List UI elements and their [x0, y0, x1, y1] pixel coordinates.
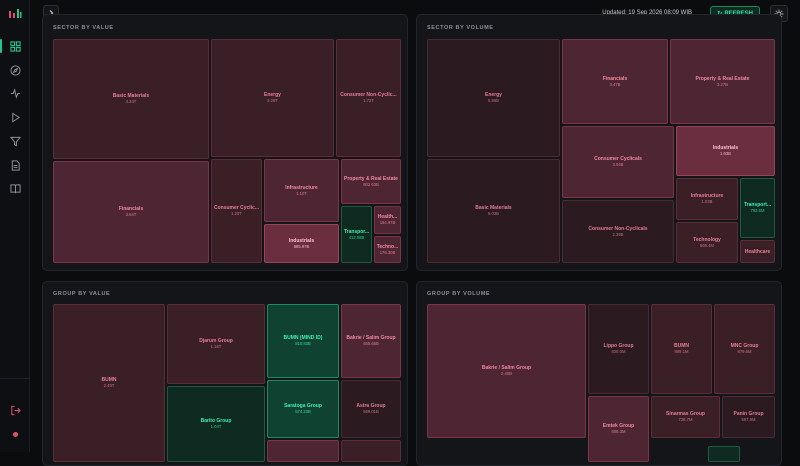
- tile-healthcare[interactable]: Healthcare: [740, 240, 775, 263]
- tile-infrastructure[interactable]: Infrastructure 1.03B: [676, 178, 738, 220]
- tile-healthcare[interactable]: Health... 164.97B: [374, 206, 401, 234]
- nav-explore[interactable]: [0, 59, 30, 81]
- sector-value-treemap: Basic Materials 4.24T Energy 3.29T Consume…: [52, 38, 402, 264]
- tile-lippo-group[interactable]: Lippo Group 828.0M: [588, 304, 649, 394]
- tile-financials[interactable]: Financials 3.54T: [53, 161, 209, 263]
- tile-barito-group[interactable]: Barito Group 1.04T: [167, 386, 265, 462]
- group-value-panel: GROUP BY VALUE BUMN 2.45T Djarum Group 1.1…: [42, 281, 408, 466]
- tile-consumer-cyclicals[interactable]: Consumer Cyclic... 1.20T: [211, 159, 262, 263]
- status-dot: [13, 432, 18, 437]
- nav-dashboard[interactable]: [0, 35, 30, 57]
- compass-icon: [9, 64, 21, 76]
- refresh-label: REFRESH: [724, 11, 753, 17]
- tile-industrials[interactable]: Industrials 685.97B: [264, 224, 339, 263]
- sidebar: [0, 0, 30, 452]
- tile-transportation[interactable]: Transpor... 412.08B: [341, 206, 372, 263]
- tile-saratoga-group[interactable]: Saratoga Group 574.23B: [267, 380, 339, 438]
- tile-mnc-group[interactable]: MNC Group 879.6M: [714, 304, 775, 394]
- logo-icon[interactable]: [8, 8, 22, 20]
- tile-group-unlabeled-2[interactable]: [341, 440, 401, 462]
- tile-sinarmas-group[interactable]: Sinarmas Group 728.7M: [651, 396, 720, 438]
- tile-financials[interactable]: Financials 3.47B: [562, 39, 668, 124]
- tile-energy[interactable]: Energy 3.29T: [211, 39, 334, 157]
- nav-book[interactable]: [0, 177, 30, 199]
- tile-bakrie-salim-group[interactable]: Bakrie / Salim Group 655.66B: [341, 304, 401, 378]
- tile-infrastructure[interactable]: Infrastructure 1.10T: [264, 159, 339, 222]
- tile-panin-group[interactable]: Panin Group 597.9M: [722, 396, 775, 438]
- book-icon: [9, 183, 21, 193]
- tile-astra-group[interactable]: Astra Group 569.01B: [341, 380, 401, 438]
- tile-consumer-non-cyclicals[interactable]: Consumer Non-Cyclic... 1.72T: [336, 39, 401, 157]
- sidebar-divider: [0, 378, 30, 379]
- group-volume-title: GROUP BY VOLUME: [427, 291, 491, 297]
- tile-bumn-mind-id[interactable]: BUMN (MIND ID) 810.83B: [267, 304, 339, 378]
- group-value-title: GROUP BY VALUE: [53, 291, 111, 297]
- nav-document[interactable]: [0, 154, 30, 176]
- group-volume-treemap: Bakrie / Salim Group 2.40B Lippo Group 828…: [426, 303, 776, 463]
- tile-emtek-group[interactable]: Emtek Group 608.3M: [588, 396, 649, 462]
- tile-consumer-cyclicals[interactable]: Consumer Cyclicals 3.04B: [562, 126, 674, 198]
- nav-activity[interactable]: [0, 82, 30, 104]
- document-icon: [11, 159, 20, 171]
- sector-volume-title: SECTOR BY VOLUME: [427, 25, 494, 31]
- tile-energy[interactable]: Energy 5.86B: [427, 39, 560, 157]
- logout-icon: [10, 405, 21, 415]
- tile-djarum-group[interactable]: Djarum Group 1.16T: [167, 304, 265, 384]
- sector-volume-panel: SECTOR BY VOLUME Energy 5.86B Financials 3…: [416, 14, 782, 271]
- nav-filter[interactable]: [0, 130, 30, 152]
- tile-group-unlabeled-1[interactable]: [267, 440, 339, 462]
- tile-bumn[interactable]: BUMN 809.1M: [651, 304, 712, 394]
- tile-technology[interactable]: Technology 569.4M: [676, 222, 738, 263]
- tile-basic-materials[interactable]: Basic Materials 4.24T: [53, 39, 209, 159]
- tile-property-real-estate[interactable]: Property & Real Estate 802.63B: [341, 159, 401, 204]
- updated-timestamp: Updated: 19 Sep 2026 08:09 WIB: [602, 10, 692, 16]
- group-value-treemap: BUMN 2.45T Djarum Group 1.16T BUMN (MIND I…: [52, 303, 402, 463]
- activity-icon: [10, 87, 20, 99]
- sector-value-panel: SECTOR BY VALUE Basic Materials 4.24T Ene…: [42, 14, 408, 271]
- tile-industrials[interactable]: Industrials 1.63B: [676, 126, 775, 176]
- sector-value-title: SECTOR BY VALUE: [53, 25, 114, 31]
- group-volume-panel: GROUP BY VOLUME Bakrie / Salim Group 2.40…: [416, 281, 782, 466]
- tile-bakrie-salim-group[interactable]: Bakrie / Salim Group 2.40B: [427, 304, 586, 438]
- filter-icon: [9, 136, 21, 146]
- tile-transportation[interactable]: Transport... 792.6M: [740, 178, 775, 238]
- nav-play[interactable]: [0, 106, 30, 128]
- tile-consumer-non-cyclicals[interactable]: Consumer Non-Cyclicals 2.39B: [562, 200, 674, 263]
- tile-property-real-estate[interactable]: Property & Real Estate 3.27B: [670, 39, 775, 124]
- tile-group-unlabeled[interactable]: [708, 446, 740, 462]
- tile-basic-materials[interactable]: Basic Materials 5.03B: [427, 159, 560, 263]
- sector-volume-treemap: Energy 5.86B Financials 3.47B Property & R…: [426, 38, 776, 264]
- play-icon: [11, 111, 20, 123]
- tile-bumn[interactable]: BUMN 2.45T: [53, 304, 165, 462]
- grid-icon: [9, 40, 21, 52]
- tile-technology[interactable]: Techno... 176.30B: [374, 236, 401, 263]
- nav-logout[interactable]: [0, 399, 30, 421]
